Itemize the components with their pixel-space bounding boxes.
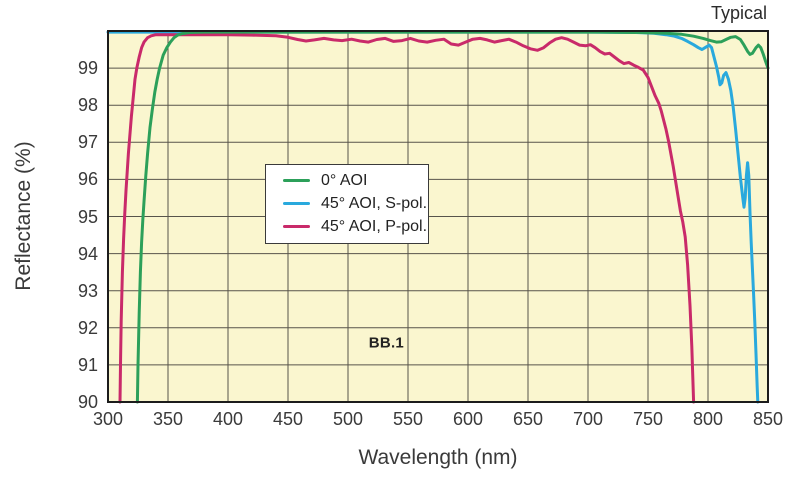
y-tick-label: 91 [77,354,98,375]
x-tick-label: 500 [332,409,364,429]
legend-swatch-45-aoi-s-pol [283,201,310,206]
x-axis-title: Wavelength (nm) [358,446,518,469]
x-tick-label: 600 [452,409,484,429]
x-tick-label: 350 [152,409,184,429]
plot-frame [107,30,769,403]
y-tick-label: 97 [77,132,98,153]
x-tick-label: 650 [512,409,544,429]
y-tick-label: 99 [77,58,98,79]
y-axis-title: Reflectance (%) [12,141,35,291]
legend-item: 45° AOI, P-pol. [283,215,428,238]
x-tick-label: 300 [92,409,124,429]
x-tick-label: 750 [632,409,664,429]
legend-label: 45° AOI, P-pol. [321,217,428,235]
y-tick-label: 90 [77,392,98,412]
legend-box: 0° AOI 45° AOI, S-pol. 45° AOI, P-pol. [265,164,429,244]
curve-45-aoi-s-pol [106,30,760,404]
x-tick-label: 850 [752,409,784,429]
curve-45-aoi-p-pol [118,33,696,404]
typical-note: Typical [710,3,767,23]
y-tick-label: 94 [77,243,98,264]
x-tick-label: 450 [272,409,304,429]
x-tick-label: 700 [572,409,604,429]
legend-item: 0° AOI [283,169,428,192]
y-tick-label: 93 [77,280,98,301]
y-tick-label: 96 [77,169,98,190]
curve-0-aoi [135,30,770,404]
legend-swatch-0-aoi [283,178,310,183]
legend-label: 0° AOI [321,171,368,189]
x-tick-label: 550 [392,409,424,429]
chart-label-bb1: BB.1 [368,334,405,352]
x-tick-label: 400 [212,409,244,429]
x-tick-label: 800 [692,409,724,429]
legend-item: 45° AOI, S-pol. [283,192,428,215]
legend-swatch-45-aoi-p-pol [283,224,310,229]
y-tick-label: 98 [77,95,98,116]
y-tick-label: 95 [77,206,98,227]
y-tick-label: 92 [77,317,98,338]
legend-label: 45° AOI, S-pol. [321,194,428,212]
